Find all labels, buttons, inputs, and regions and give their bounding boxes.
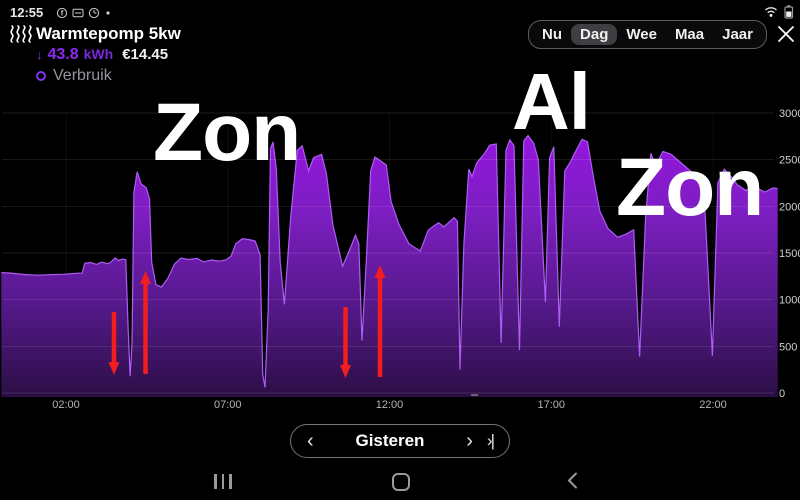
heatpump-icon [10,25,32,43]
date-navigation: ‹ Gisteren › ›| [290,424,510,458]
recents-icon[interactable] [214,474,232,489]
x-tick-label: 07:00 [214,399,242,411]
axis-tick-marker [471,394,478,396]
x-tick-label: 22:00 [699,399,727,411]
status-time: 12:55 [10,5,44,20]
annotation-al: Al [512,57,591,146]
energy-value: 43.8 [47,46,79,63]
svg-text:f: f [61,9,64,18]
wifi-battery-icons [765,5,794,19]
status-bar-icons: f [56,7,110,19]
tab-wee[interactable]: Wee [626,26,657,43]
y-tick-label: 2500 [779,155,800,167]
consumption-line [1,134,778,388]
consumption-area [1,135,778,397]
legend-marker-icon [36,71,46,81]
skip-to-today-button[interactable]: ›| [486,431,495,450]
circle-f-icon [56,7,68,19]
wifi-icon [765,7,777,14]
notification-dot [106,11,110,15]
tab-dag[interactable]: Dag [571,24,618,45]
home-icon[interactable] [392,473,410,491]
battery-icon [784,5,794,19]
clock-icon [88,7,100,19]
tab-bar: Nu Dag Wee Maa Jaar [528,20,767,49]
next-day-button[interactable]: › [466,430,473,452]
tab-nu[interactable]: Nu [542,26,563,43]
consumption-stats: ↓ 43.8 kWh €14.45 [36,46,168,64]
x-tick-label: 02:00 [52,399,80,411]
x-tick-label: 12:00 [376,399,404,411]
date-label: Gisteren [355,431,425,450]
y-tick-label: 0 [779,388,785,400]
y-tick-label: 500 [779,341,797,353]
x-tick-label: 17:00 [537,399,565,411]
legend-label: Verbruik [53,67,112,84]
series-legend: Verbruik [36,67,112,85]
tab-jaar[interactable]: Jaar [722,26,753,43]
prev-day-button[interactable]: ‹ [307,430,314,452]
annotation-zon-left: Zon [153,87,301,178]
y-tick-label: 2000 [779,201,800,213]
back-icon[interactable] [567,472,578,489]
down-arrow-icon: ↓ [36,47,43,62]
y-tick-label: 1500 [779,248,800,260]
device-title: Warmtepomp 5kw [36,24,181,43]
tab-maa[interactable]: Maa [674,26,705,43]
card-icon [72,8,84,18]
y-tick-label: 1000 [779,295,800,307]
energy-unit: kWh [83,46,114,62]
annotation-zon-right: Zon [616,142,764,233]
cost-value: €14.45 [122,46,169,63]
close-icon[interactable] [775,23,797,45]
